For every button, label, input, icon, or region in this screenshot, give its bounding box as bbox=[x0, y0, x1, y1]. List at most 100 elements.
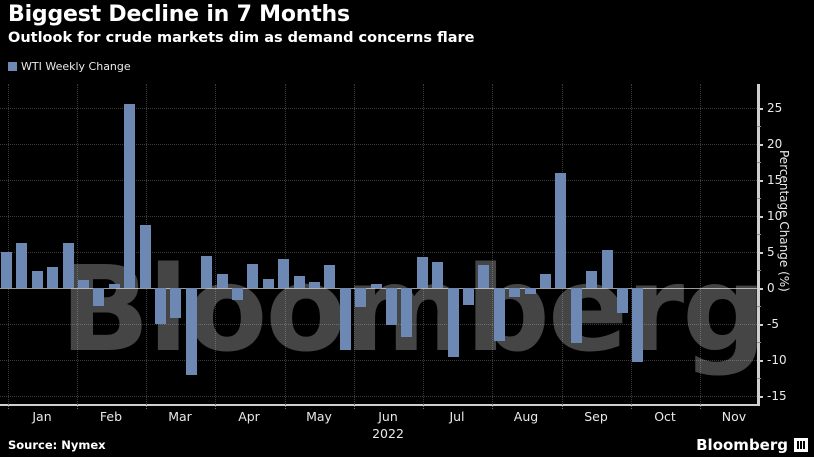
y-axis-tick-label: -5 bbox=[767, 317, 779, 331]
y-axis-minor-tick bbox=[757, 234, 761, 235]
x-axis-tick bbox=[77, 404, 78, 409]
chart-header: Biggest Decline in 7 Months Outlook for … bbox=[0, 0, 814, 80]
bar bbox=[309, 282, 320, 288]
legend-square-icon bbox=[8, 62, 17, 71]
gridline-v bbox=[77, 84, 78, 404]
x-axis-tick bbox=[631, 404, 632, 409]
chart-footer: Source: Nymex Bloomberg bbox=[0, 436, 814, 457]
gridline-h bbox=[0, 108, 757, 109]
bar bbox=[201, 255, 213, 288]
x-axis-month-label: Feb bbox=[99, 409, 123, 424]
bar bbox=[555, 172, 567, 288]
gridline-h bbox=[0, 216, 757, 217]
x-axis-tick bbox=[285, 404, 286, 409]
bar bbox=[478, 264, 490, 288]
bar bbox=[339, 288, 351, 350]
y-axis-minor-tick bbox=[757, 306, 761, 307]
plot-area: Bloomberg bbox=[0, 84, 767, 404]
y-axis-tick bbox=[757, 360, 763, 362]
bar bbox=[463, 288, 474, 306]
bar bbox=[262, 279, 274, 288]
bar bbox=[155, 288, 166, 324]
bar bbox=[432, 262, 444, 288]
y-axis-tick bbox=[757, 288, 763, 290]
bar bbox=[617, 288, 628, 314]
source-label: Source: Nymex bbox=[8, 438, 106, 452]
gridline-v bbox=[285, 84, 286, 404]
gridline-h bbox=[0, 252, 757, 253]
gridline-h bbox=[0, 360, 757, 361]
bar bbox=[278, 259, 290, 288]
y-axis-tick bbox=[757, 396, 763, 398]
x-axis-month-label: Apr bbox=[238, 409, 260, 424]
bar bbox=[601, 249, 613, 288]
y-axis-tick bbox=[757, 252, 763, 254]
bar bbox=[401, 288, 413, 337]
gridline-v bbox=[423, 84, 424, 404]
bar bbox=[493, 288, 505, 342]
y-axis-tick-label: 15 bbox=[767, 173, 783, 187]
bar bbox=[185, 288, 197, 376]
x-axis-tick bbox=[562, 404, 563, 409]
x-axis-month-label: Aug bbox=[513, 409, 539, 424]
x-axis-tick bbox=[8, 404, 9, 409]
bloomberg-wordmark: Bloomberg bbox=[696, 436, 788, 454]
bar bbox=[139, 225, 151, 288]
y-axis-minor-tick bbox=[757, 198, 761, 199]
y-axis-tick-label: -10 bbox=[767, 353, 787, 367]
gridline-v bbox=[492, 84, 493, 404]
x-axis-year-label: 2022 bbox=[372, 426, 404, 441]
x-axis-tick bbox=[146, 404, 147, 409]
bar bbox=[16, 243, 28, 288]
bar bbox=[570, 288, 582, 343]
gridline-h bbox=[0, 180, 757, 181]
legend-label: WTI Weekly Change bbox=[21, 60, 131, 73]
bar bbox=[93, 288, 105, 306]
bar bbox=[416, 257, 428, 288]
page-title: Biggest Decline in 7 Months bbox=[8, 2, 350, 27]
y-axis-tick bbox=[757, 324, 763, 326]
gridline-h bbox=[0, 396, 757, 397]
bar bbox=[355, 288, 367, 308]
gridline-v bbox=[8, 84, 9, 404]
y-axis-tick bbox=[757, 216, 763, 218]
bar bbox=[108, 284, 120, 288]
y-axis-tick-label: 10 bbox=[767, 209, 783, 223]
bar bbox=[31, 270, 43, 288]
chart-subtitle: Outlook for crude markets dim as demand … bbox=[8, 30, 475, 46]
bar bbox=[62, 242, 74, 288]
y-axis-tick bbox=[757, 144, 763, 146]
x-axis-month-label: May bbox=[306, 409, 332, 424]
chart-legend: WTI Weekly Change bbox=[8, 60, 131, 73]
bar bbox=[447, 288, 459, 358]
y-axis-tick-label: -15 bbox=[767, 389, 787, 403]
gridline-v bbox=[700, 84, 701, 404]
y-axis-line bbox=[757, 84, 760, 404]
bar bbox=[1, 252, 12, 288]
bar bbox=[386, 288, 397, 326]
bar bbox=[124, 104, 136, 288]
bloomberg-terminal-icon bbox=[794, 438, 808, 452]
zero-line bbox=[0, 288, 757, 289]
y-axis-minor-tick bbox=[757, 378, 761, 379]
y-axis-minor-tick bbox=[757, 342, 761, 343]
x-axis-line bbox=[0, 404, 760, 406]
gridline-v bbox=[631, 84, 632, 404]
y-axis-minor-tick bbox=[757, 270, 761, 271]
y-axis-minor-tick bbox=[757, 162, 761, 163]
plot-inner: Bloomberg bbox=[0, 84, 767, 404]
y-axis-title: Percentage Change (%) bbox=[777, 150, 791, 292]
x-axis-month-label: Sep bbox=[584, 409, 608, 424]
x-axis-month-label: Mar bbox=[168, 409, 192, 424]
y-axis-tick bbox=[757, 180, 763, 182]
bar bbox=[293, 276, 305, 288]
y-axis-tick-label: 5 bbox=[767, 245, 775, 259]
y-axis-tick-label: 20 bbox=[767, 137, 783, 151]
y-axis-tick-label: 0 bbox=[767, 281, 775, 295]
x-axis-month-label: Jul bbox=[449, 409, 465, 424]
gridline-v bbox=[354, 84, 355, 404]
x-axis-tick bbox=[700, 404, 701, 409]
bar bbox=[586, 270, 598, 288]
y-axis-tick-label: 25 bbox=[767, 101, 783, 115]
